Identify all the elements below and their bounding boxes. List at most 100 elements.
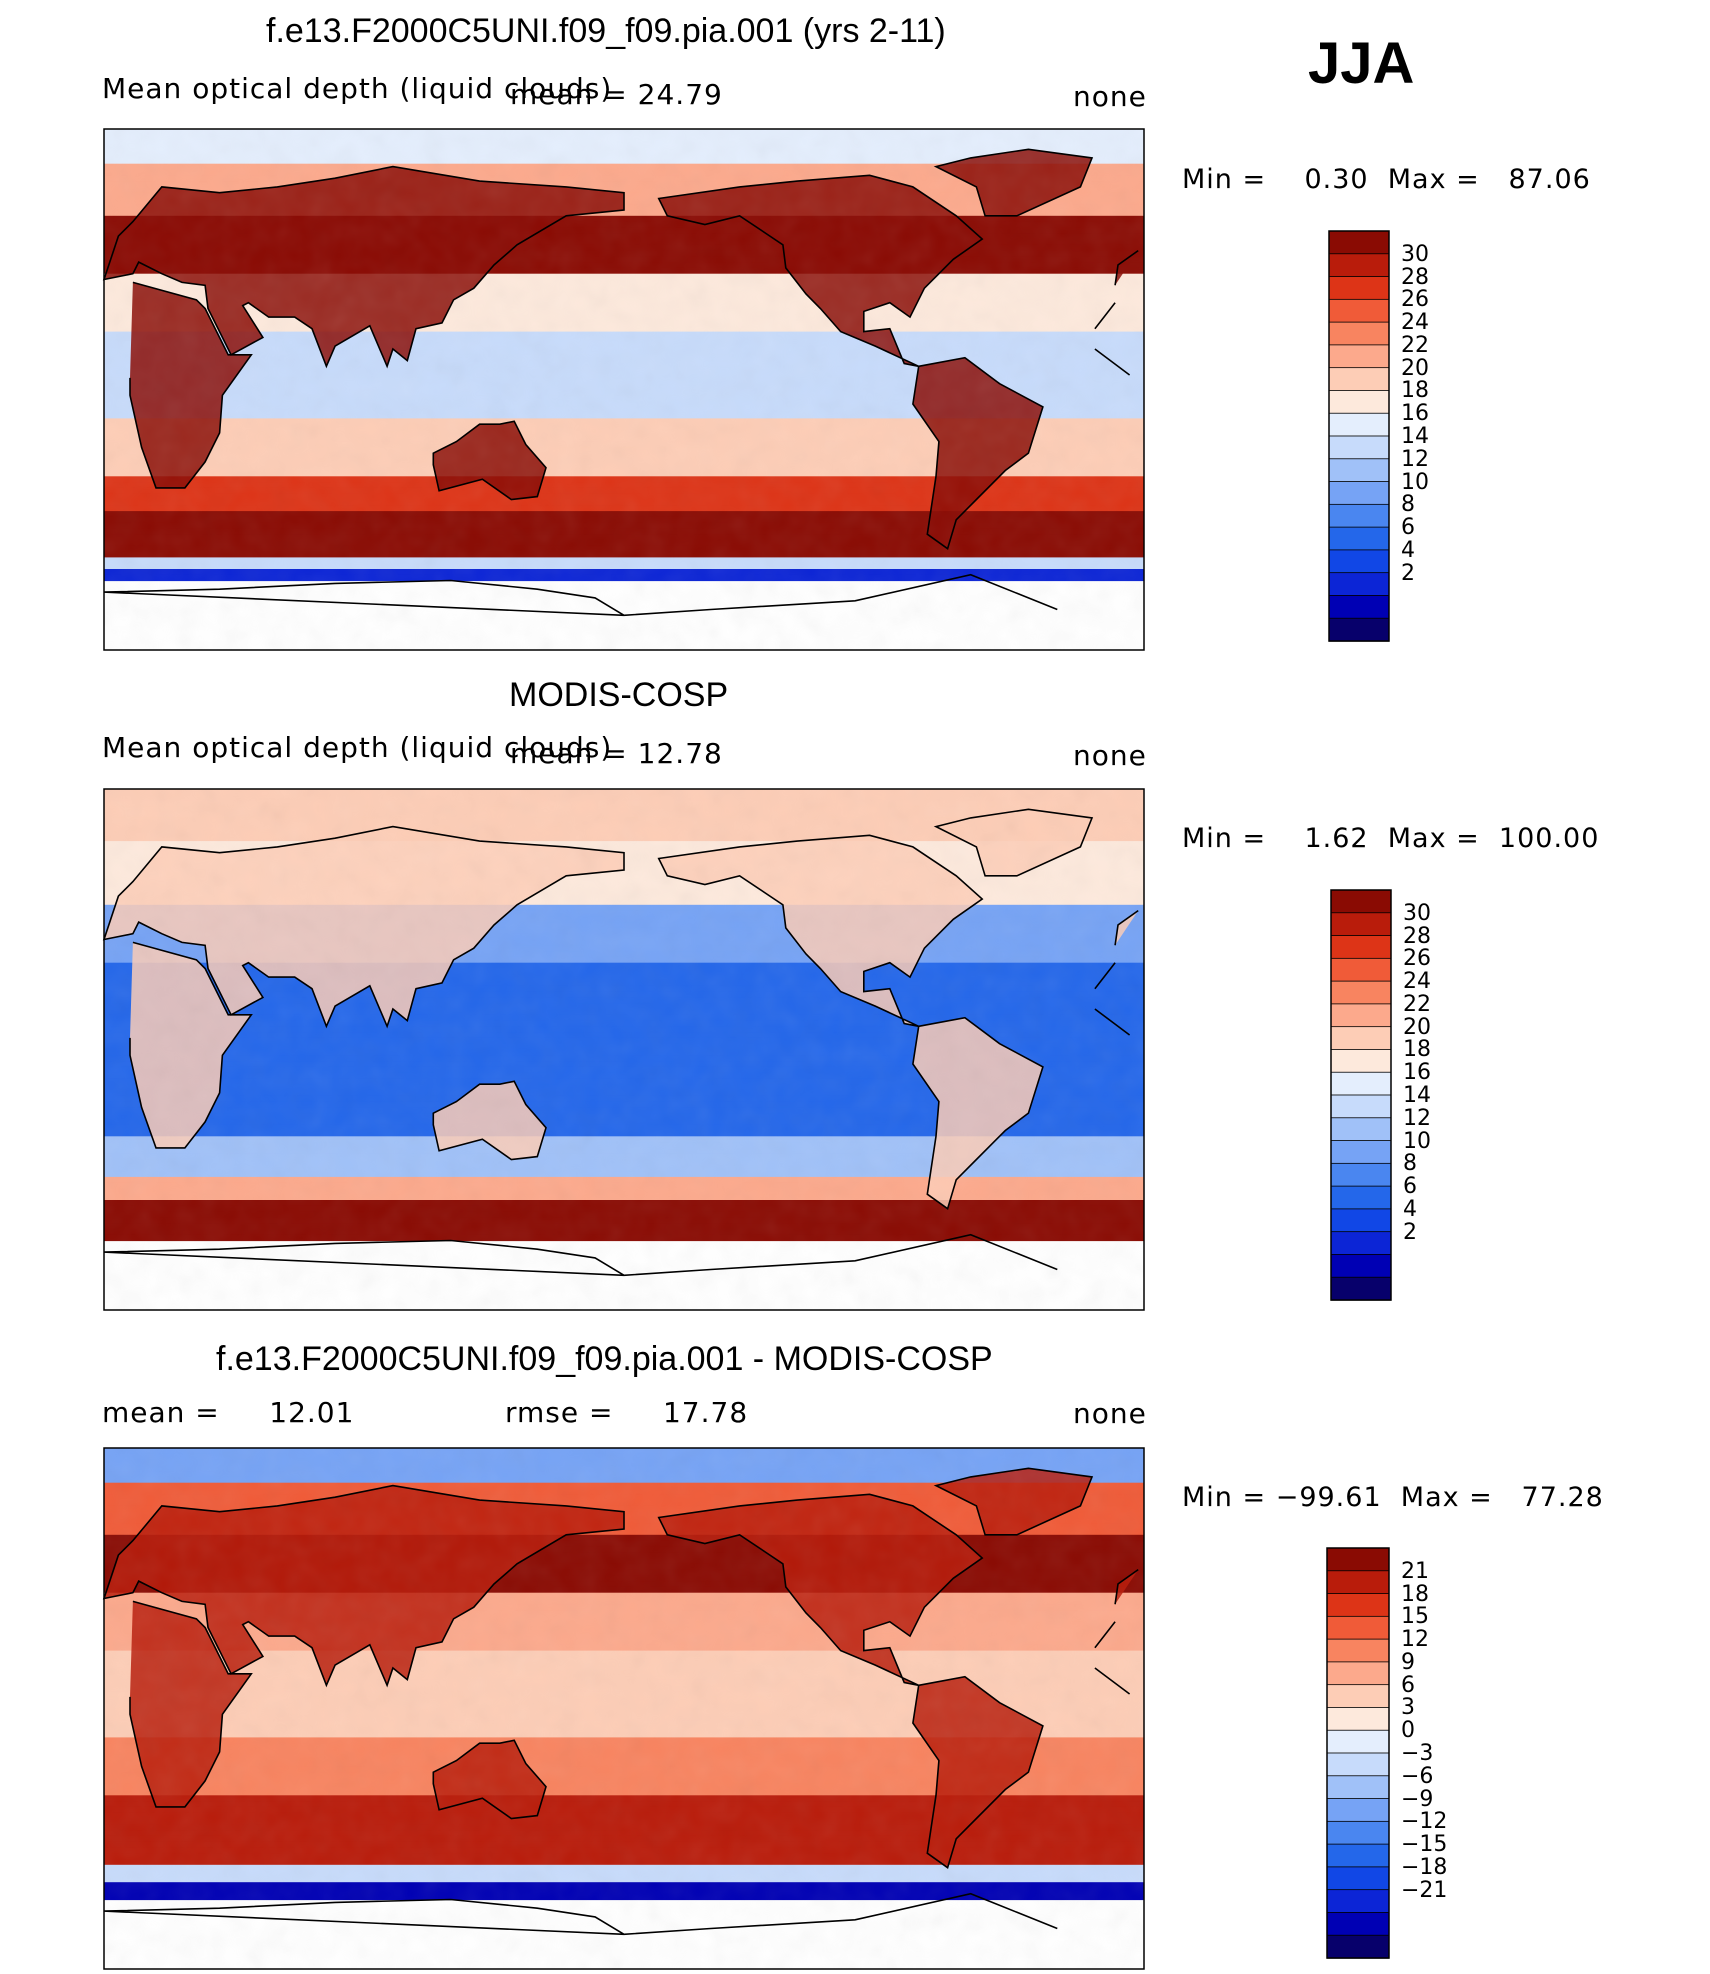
colorbar-tick-label: 10 [1403, 1128, 1431, 1154]
colorbar-tick-label: 22 [1403, 991, 1431, 1017]
panel-1-min-max: Min = 0.30 Max = 87.06 [1182, 164, 1591, 195]
colorbar-swatch [1328, 367, 1390, 392]
colorbar-swatch [1326, 1752, 1390, 1777]
colorbar-tick-label: −3 [1401, 1741, 1434, 1766]
colorbar-swatch [1330, 1026, 1392, 1051]
colorbar-swatch [1326, 1798, 1390, 1823]
colorbar-tick-label: 20 [1401, 355, 1429, 381]
colorbar-swatch [1326, 1820, 1390, 1845]
panel-3-min-max: Min = −99.61 Max = 77.28 [1182, 1482, 1604, 1513]
colorbar-swatch [1326, 1570, 1390, 1595]
coastline-antarctica [103, 1892, 1058, 1936]
colorbar-swatch [1330, 912, 1392, 937]
colorbar-swatch [1330, 1071, 1392, 1096]
colorbar-swatch [1328, 230, 1390, 255]
colorbar-tick-label: 6 [1401, 1672, 1415, 1698]
panel-2-mean-label: mean = 12.78 [510, 737, 723, 770]
colorbar-swatch [1330, 1231, 1392, 1256]
colorbar-swatch [1328, 298, 1390, 323]
panel-2-title: MODIS-COSP [509, 676, 729, 714]
colorbar-tick-label: −6 [1401, 1763, 1434, 1789]
coastline-greenland [933, 808, 1094, 877]
colorbar-tick-label: 30 [1401, 241, 1429, 267]
colorbar-swatch [1330, 1208, 1392, 1233]
colorbar-tick-label: 22 [1401, 332, 1429, 358]
coastline-samerica [912, 1016, 1044, 1211]
colorbar-tick-label: 26 [1401, 287, 1429, 313]
colorbar-swatch [1330, 1254, 1392, 1278]
colorbar-tick-label: 2 [1403, 1219, 1417, 1245]
colorbar-swatch [1326, 1707, 1390, 1731]
colorbar-tick-label: 4 [1401, 537, 1415, 563]
colorbar-swatch [1326, 1684, 1390, 1709]
colorbar-swatch [1328, 390, 1390, 414]
colorbar-tick-label: 30 [1403, 900, 1431, 926]
coastline-africa [129, 281, 1131, 489]
colorbar-tick-label: 12 [1401, 1627, 1429, 1653]
colorbar-swatch [1330, 1276, 1392, 1301]
colorbar-tick-label: 6 [1401, 515, 1415, 541]
colorbar-swatch [1330, 1094, 1392, 1119]
coastline-africa [129, 941, 1131, 1149]
colorbar-swatch [1328, 572, 1390, 597]
colorbar-tick-label: −21 [1401, 1877, 1448, 1903]
panel-1-map [102, 128, 1145, 651]
panel-1-colorbar [1328, 230, 1390, 642]
colorbar-swatch [1330, 889, 1392, 914]
coastline-namerica [657, 174, 984, 368]
colorbar-tick-label: 24 [1403, 969, 1431, 995]
colorbar-swatch [1330, 1162, 1392, 1187]
panel-1-mean-label: mean = 24.79 [510, 78, 723, 111]
colorbar-tick-label: 26 [1403, 946, 1431, 972]
panel-2-map [102, 788, 1145, 1311]
panel-2-min-max: Min = 1.62 Max = 100.00 [1182, 823, 1600, 854]
coastline-australia [432, 1739, 547, 1820]
colorbar-swatch [1326, 1934, 1390, 1959]
coastline-namerica [657, 834, 984, 1028]
coastline-eurasia [102, 825, 1139, 1029]
map-texture [104, 789, 1144, 1310]
colorbar-tick-label: 2 [1401, 560, 1415, 586]
colorbar-tick-label: 18 [1403, 1037, 1431, 1063]
colorbar-swatch [1328, 503, 1390, 528]
panel-2-colorbar [1330, 889, 1392, 1301]
colorbar-swatch [1328, 458, 1390, 483]
colorbar-swatch [1328, 595, 1390, 619]
colorbar-swatch [1328, 549, 1390, 574]
colorbar-swatch [1328, 435, 1390, 460]
colorbar-tick-label: −12 [1401, 1809, 1448, 1835]
colorbar-tick-label: 3 [1401, 1695, 1415, 1721]
panel-3-title: f.e13.F2000C5UNI.f09_f09.pia.001 - MODIS… [216, 1340, 993, 1378]
coastline-samerica [912, 356, 1044, 551]
coastline-eurasia [102, 1484, 1139, 1688]
colorbar-tick-label: 18 [1401, 378, 1429, 404]
colorbar-swatch [1328, 481, 1390, 506]
colorbar-tick-label: −9 [1401, 1786, 1434, 1812]
colorbar-swatch [1330, 1003, 1392, 1028]
map-texture [104, 1448, 1144, 1969]
colorbar-swatch [1330, 935, 1392, 960]
coastline-antarctica [103, 573, 1058, 617]
colorbar-tick-label: 15 [1401, 1604, 1429, 1630]
colorbar-tick-label: 16 [1401, 401, 1429, 427]
panel-3-map [102, 1447, 1145, 1970]
colorbar-tick-label: 12 [1401, 446, 1429, 472]
colorbar-tick-label: 9 [1401, 1649, 1415, 1675]
panel-2-variable-label: Mean optical depth (liquid clouds) [102, 731, 613, 764]
coastline-antarctica [103, 1233, 1058, 1277]
coastline-samerica [912, 1675, 1044, 1870]
coastline-australia [432, 1080, 547, 1161]
colorbar-tick-label: 16 [1403, 1060, 1431, 1086]
colorbar-tick-label: 8 [1401, 492, 1415, 518]
colorbar-tick-label: 24 [1401, 310, 1429, 336]
panel-3-units-label: none [1073, 1397, 1147, 1430]
panel-1-units-label: none [1073, 80, 1147, 113]
colorbar-swatch [1330, 1117, 1392, 1142]
colorbar-swatch [1328, 344, 1390, 369]
colorbar-tick-label: −18 [1401, 1854, 1448, 1880]
colorbar-swatch [1330, 957, 1392, 982]
panel-1-title: f.e13.F2000C5UNI.f09_f09.pia.001 (yrs 2-… [266, 12, 946, 50]
colorbar-swatch [1328, 276, 1390, 301]
map-texture [104, 129, 1144, 650]
